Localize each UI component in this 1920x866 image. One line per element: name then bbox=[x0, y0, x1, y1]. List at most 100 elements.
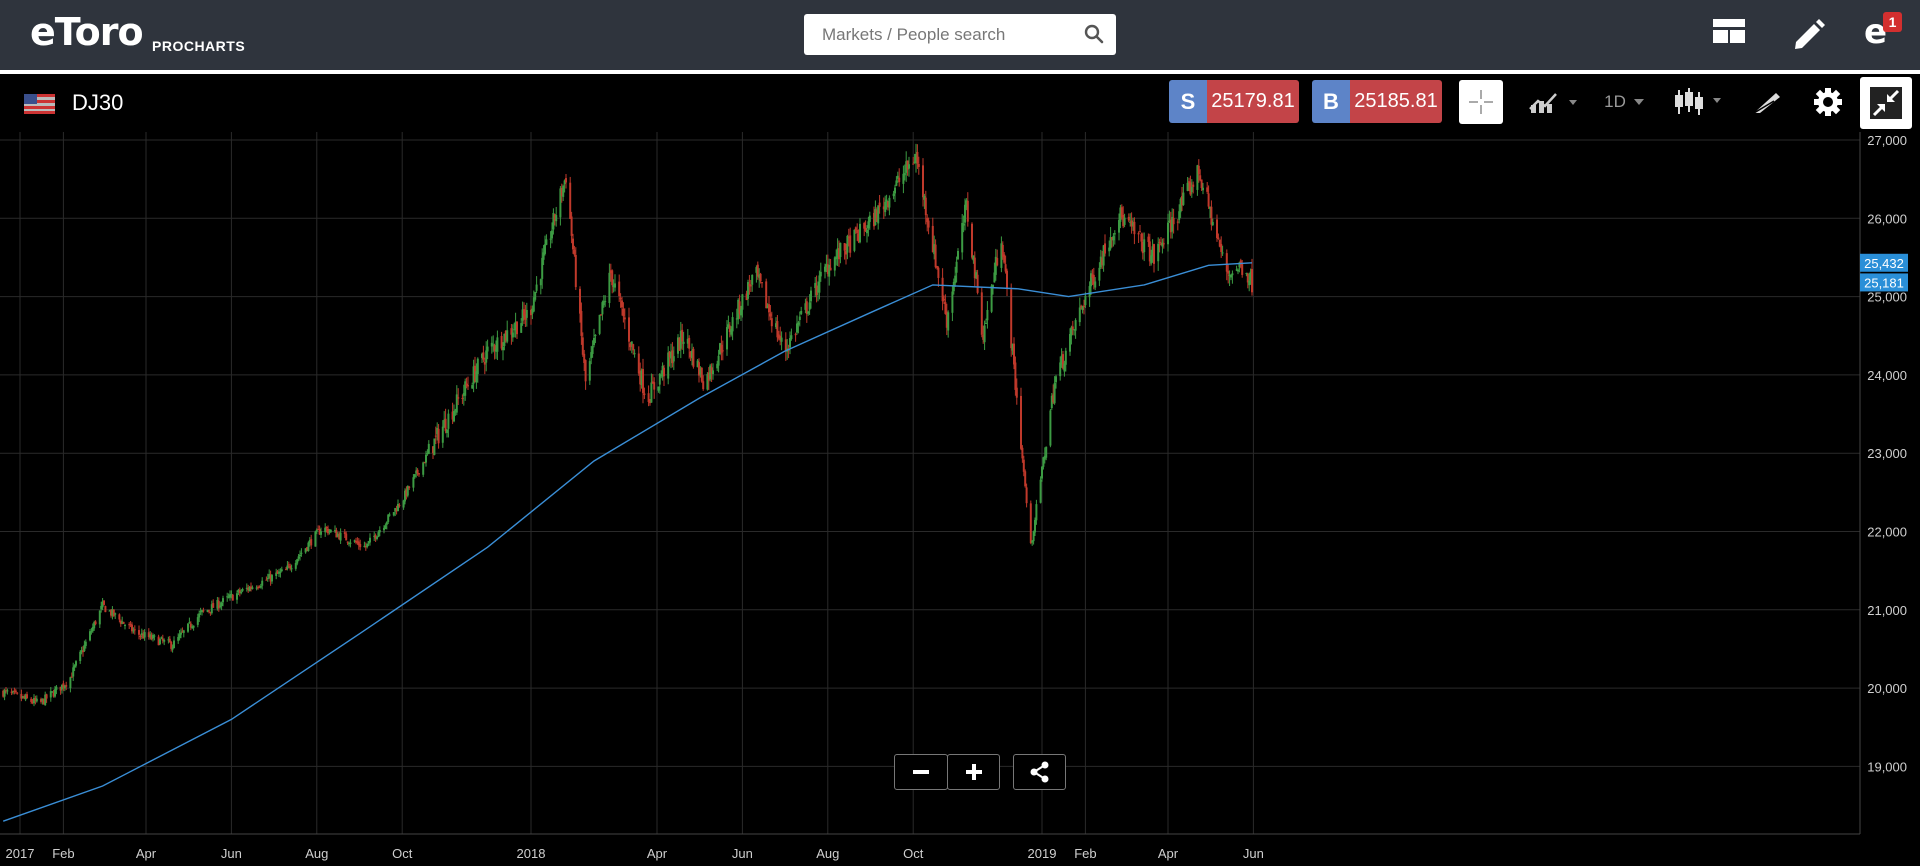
collapse-button[interactable] bbox=[1860, 77, 1912, 129]
candle-body bbox=[797, 322, 800, 325]
search-icon[interactable] bbox=[1084, 24, 1104, 44]
candle-body bbox=[776, 321, 779, 338]
sell-button[interactable]: S 25179.81 bbox=[1169, 80, 1299, 123]
candle bbox=[1090, 270, 1092, 295]
compare-button[interactable] bbox=[1526, 80, 1586, 124]
search-input[interactable] bbox=[820, 23, 1074, 46]
candle-body bbox=[236, 593, 238, 600]
candle-body bbox=[212, 603, 215, 608]
candle bbox=[495, 340, 497, 359]
candle-body bbox=[1200, 179, 1203, 189]
candle-body bbox=[220, 602, 223, 607]
chart-type-button[interactable] bbox=[1670, 80, 1732, 124]
candle-body bbox=[173, 640, 175, 649]
candle-body bbox=[1102, 245, 1105, 266]
candle bbox=[216, 596, 219, 611]
etoro-logo[interactable]: eToro bbox=[30, 10, 144, 54]
timeframe-select[interactable]: 1D bbox=[1600, 80, 1650, 124]
instrument-name[interactable]: DJ30 bbox=[72, 90, 124, 115]
candle-body bbox=[157, 636, 160, 646]
candle-body bbox=[965, 200, 968, 208]
candle-body bbox=[523, 309, 525, 316]
x-tick-label: 2019 bbox=[1028, 846, 1057, 861]
candle-body bbox=[934, 244, 937, 268]
candle bbox=[299, 550, 301, 561]
candle-body bbox=[535, 284, 538, 291]
candle-body bbox=[1071, 326, 1074, 330]
candle-body bbox=[1228, 274, 1231, 276]
candle-body bbox=[434, 435, 437, 437]
chevron-down-icon bbox=[1633, 99, 1644, 105]
candle-body bbox=[1039, 479, 1042, 503]
candle-body bbox=[131, 624, 133, 632]
candle bbox=[1162, 238, 1165, 249]
candle bbox=[766, 303, 769, 309]
y-tick-label: 27,000 bbox=[1867, 133, 1907, 148]
candle-body bbox=[1139, 231, 1141, 233]
pencil-icon[interactable] bbox=[1788, 14, 1828, 54]
candle-body bbox=[285, 569, 287, 571]
candle-body bbox=[892, 193, 895, 197]
zoom-out-button[interactable] bbox=[894, 754, 948, 790]
candle bbox=[917, 156, 920, 175]
candle-body bbox=[55, 686, 58, 690]
candle bbox=[91, 623, 94, 633]
candle bbox=[945, 303, 948, 336]
candle bbox=[79, 650, 82, 664]
y-tick-label: 25,000 bbox=[1867, 290, 1907, 305]
candle bbox=[553, 213, 556, 226]
candle-body bbox=[559, 188, 562, 218]
candle bbox=[111, 606, 114, 620]
candle-body bbox=[139, 635, 142, 637]
candle bbox=[873, 206, 875, 230]
candle bbox=[854, 226, 857, 234]
candle-body bbox=[657, 386, 660, 391]
candle bbox=[817, 281, 819, 302]
candle-body bbox=[433, 438, 436, 455]
candle-body bbox=[856, 229, 859, 234]
candle bbox=[923, 193, 926, 210]
candle-body bbox=[632, 344, 635, 351]
share-button[interactable] bbox=[1013, 754, 1066, 790]
candle bbox=[1064, 347, 1067, 372]
candle-body bbox=[266, 577, 269, 580]
candle bbox=[776, 315, 779, 342]
candle bbox=[483, 357, 486, 375]
candle-body bbox=[1010, 289, 1013, 349]
candle bbox=[297, 554, 300, 562]
candle bbox=[990, 284, 993, 314]
candle bbox=[392, 512, 395, 517]
candle bbox=[915, 143, 917, 173]
candle bbox=[62, 680, 65, 691]
candle-body bbox=[766, 306, 769, 308]
candle-body bbox=[447, 413, 450, 429]
candle bbox=[1083, 299, 1085, 315]
candle-body bbox=[874, 209, 877, 226]
candle-body bbox=[672, 356, 675, 362]
candle-body bbox=[653, 382, 656, 390]
settings-button[interactable] bbox=[1806, 80, 1850, 124]
candle-body bbox=[808, 302, 811, 310]
draw-button[interactable] bbox=[1744, 80, 1790, 124]
crosshair-button[interactable] bbox=[1459, 80, 1503, 124]
search-box[interactable] bbox=[804, 14, 1116, 55]
etoro-profile-icon[interactable]: e 1 bbox=[1862, 12, 1902, 52]
candle-body bbox=[1043, 455, 1046, 460]
candle-body bbox=[780, 337, 783, 342]
candle-body bbox=[461, 397, 464, 399]
candle-body bbox=[2, 690, 5, 697]
candle bbox=[451, 402, 454, 425]
candle-body bbox=[759, 273, 762, 282]
x-tick-label: Apr bbox=[1158, 846, 1179, 861]
price-chart[interactable]: 27,000 26,000 25,000 24,000 23,000 22,000 21,0… bbox=[0, 132, 1920, 866]
candle bbox=[1112, 233, 1115, 247]
candle bbox=[44, 691, 47, 706]
candle bbox=[542, 244, 545, 266]
layout-icon[interactable] bbox=[1712, 14, 1746, 48]
buy-button[interactable]: B 25185.81 bbox=[1312, 80, 1442, 123]
candle-body bbox=[1024, 471, 1027, 487]
candle bbox=[1050, 392, 1053, 411]
candle-body bbox=[119, 620, 122, 624]
candle-body bbox=[924, 197, 927, 216]
zoom-in-button[interactable] bbox=[947, 754, 1000, 790]
